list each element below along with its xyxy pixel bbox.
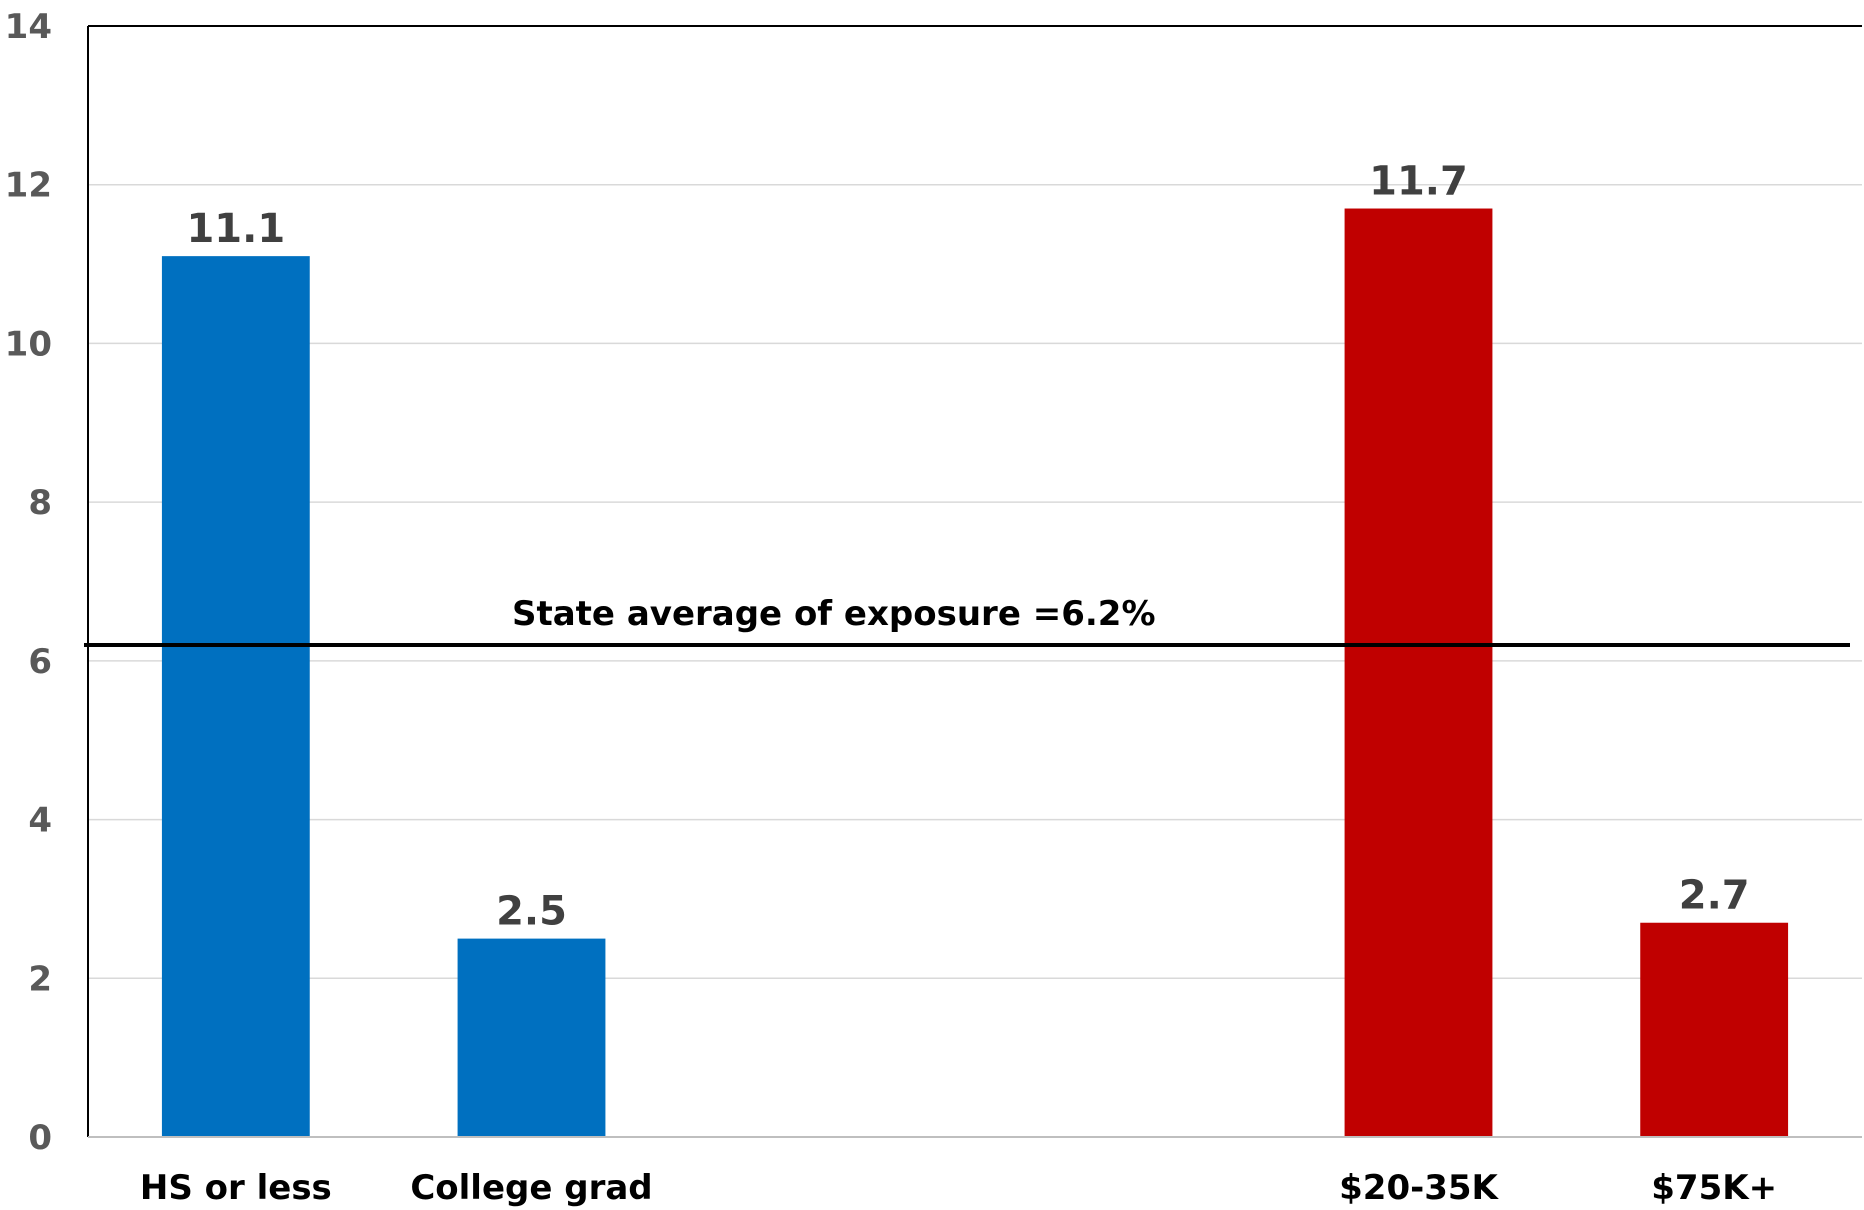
- bar: [457, 938, 606, 1137]
- bar: [1640, 922, 1789, 1137]
- bar: [1344, 208, 1493, 1137]
- reference-line-group: State average of exposure =6.2%: [84, 594, 1850, 647]
- y-tick-label: 8: [28, 483, 52, 523]
- data-label: 11.7: [1369, 159, 1468, 205]
- gridlines: [88, 25, 1862, 980]
- data-labels: 11.1 2.5 11.7 2.7: [186, 159, 1749, 935]
- data-label: 11.1: [186, 206, 285, 252]
- reference-line-label: State average of exposure =6.2%: [512, 594, 1156, 634]
- x-category-label: $20-35K: [1339, 1168, 1499, 1208]
- x-category-labels: HS or less College grad $20-35K $75K+: [140, 1168, 1777, 1208]
- y-tick-label: 0: [28, 1118, 52, 1158]
- bars: [161, 208, 1789, 1137]
- y-tick-label: 12: [5, 166, 52, 206]
- y-tick-labels: 0 2 4 6 8 10 12 14: [5, 7, 52, 1158]
- y-tick-label: 14: [5, 7, 52, 47]
- y-tick-label: 4: [28, 801, 52, 841]
- data-label: 2.7: [1679, 873, 1750, 919]
- x-category-label: HS or less: [140, 1168, 332, 1208]
- bar: [161, 256, 310, 1137]
- y-tick-label: 2: [28, 959, 52, 999]
- y-tick-label: 6: [28, 642, 52, 682]
- x-category-label: $75K+: [1651, 1168, 1777, 1208]
- axes: [87, 25, 1862, 1138]
- y-tick-label: 10: [5, 324, 52, 364]
- x-category-label: College grad: [410, 1168, 652, 1208]
- data-label: 2.5: [496, 889, 567, 935]
